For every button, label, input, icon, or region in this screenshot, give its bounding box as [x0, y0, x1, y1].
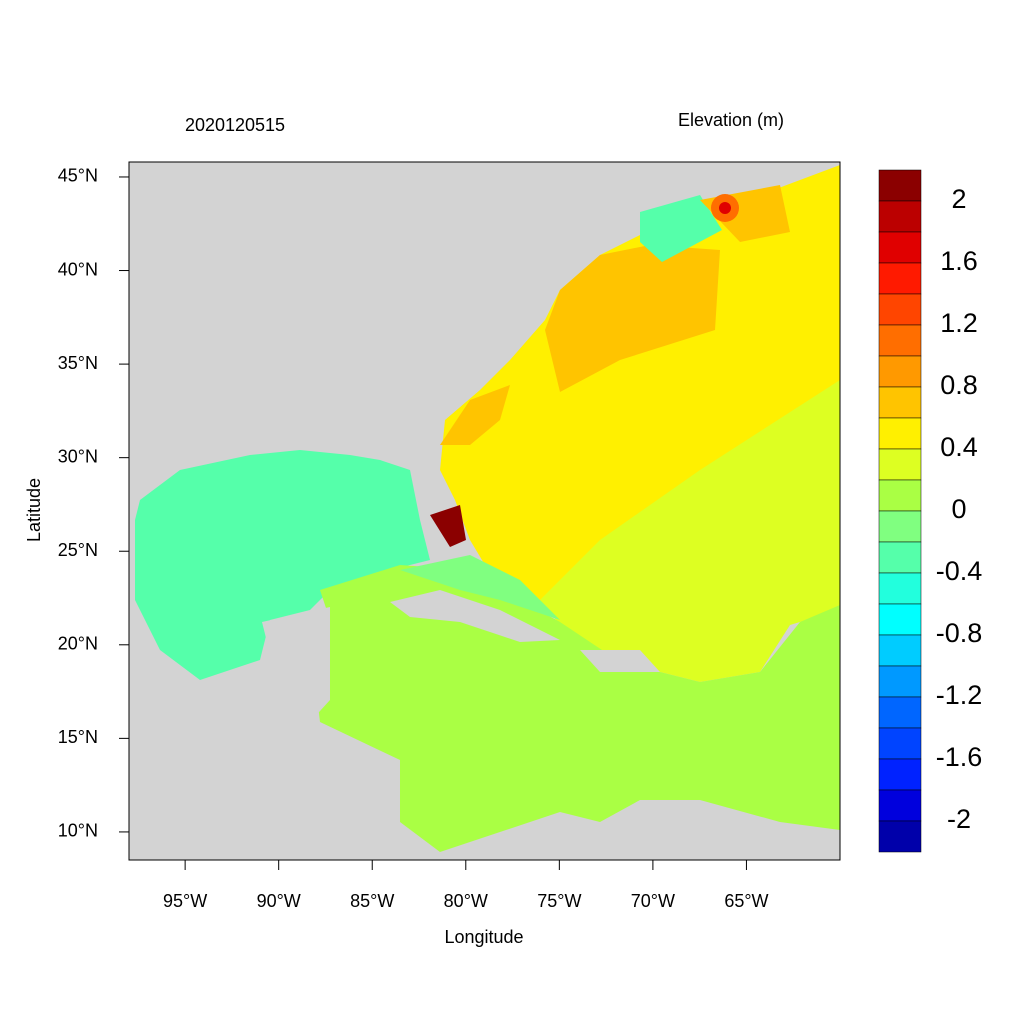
colorbar-box [878, 758, 922, 791]
colorbar-box [878, 603, 922, 636]
colorbar-box [878, 169, 922, 202]
colorbar-label: 0.8 [940, 370, 978, 400]
map-title: 2020120515 [185, 115, 285, 135]
colorbar-label: -2 [947, 804, 971, 834]
colorbar-box [878, 479, 922, 512]
ocean-slope [545, 245, 720, 392]
colorbar-box [878, 324, 922, 357]
colorbar-box [878, 200, 922, 233]
colorbar-box [878, 696, 922, 729]
colorbar-box [878, 665, 922, 698]
colorbar-label: 1.6 [940, 246, 978, 276]
y-tick-label: 40°N [58, 259, 98, 279]
y-tick-label: 25°N [58, 540, 98, 560]
colorbar-box [878, 541, 922, 574]
colorbar-box [878, 417, 922, 450]
colorbar-box [878, 727, 922, 760]
y-tick-label: 15°N [58, 727, 98, 747]
x-tick-label: 85°W [350, 891, 394, 911]
colorbar-label: 1.2 [940, 308, 978, 338]
x-tick-label: 70°W [631, 891, 675, 911]
colorbar-label: -0.4 [936, 556, 983, 586]
x-tick-label: 65°W [724, 891, 768, 911]
x-tick-label: 90°W [257, 891, 301, 911]
cuba [390, 590, 560, 642]
plot-frame [128, 161, 841, 861]
hispaniola [580, 650, 660, 672]
colorbar-label: -1.2 [936, 680, 983, 710]
ocean-subtropics [540, 380, 840, 682]
ocean-bahamas [400, 555, 560, 620]
colorbar-box [878, 293, 922, 326]
colorbar-box [878, 231, 922, 264]
ocean-maine [640, 195, 722, 262]
y-tick-label: 20°N [58, 634, 98, 654]
yucatan [262, 607, 330, 722]
y-axis-label: Latitude [24, 478, 44, 542]
colorbar-box [878, 510, 922, 543]
y-tick-label: 10°N [58, 821, 98, 841]
colorbar-label: -0.8 [936, 618, 983, 648]
colorbar-label: 0 [951, 494, 966, 524]
colorbar-box [878, 572, 922, 605]
colorbar-box [878, 386, 922, 419]
field-label: Elevation (m) [678, 110, 784, 130]
x-tick-label: 95°W [163, 891, 207, 911]
colorbar-label: -1.6 [936, 742, 983, 772]
colorbar-box [878, 789, 922, 822]
colorbar-box [878, 355, 922, 388]
x-tick-label: 75°W [537, 891, 581, 911]
colorbar-box [878, 262, 922, 295]
y-tick-label: 35°N [58, 353, 98, 373]
ocean-carolina [440, 385, 510, 445]
colorbar-box [878, 448, 922, 481]
florida-surge [430, 505, 466, 547]
colorbar-label: 2 [951, 184, 966, 214]
map-field [129, 162, 840, 860]
x-axis-label: Longitude [444, 927, 523, 947]
y-tick-label: 30°N [58, 446, 98, 466]
colorbar-box [878, 634, 922, 667]
colorbar-label: 0.4 [940, 432, 978, 462]
y-tick-label: 45°N [58, 166, 98, 186]
colorbar-box [878, 820, 922, 853]
x-tick-label: 80°W [444, 891, 488, 911]
ocean-caribbean [315, 565, 840, 852]
ocean-gulf [135, 450, 430, 680]
hotspot-core [719, 202, 731, 214]
